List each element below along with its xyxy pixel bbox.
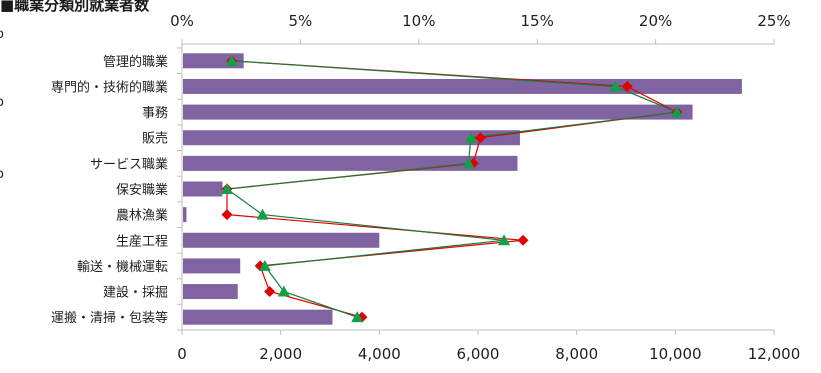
- diamond-marker: [517, 234, 529, 246]
- category-label: 農林漁業: [116, 208, 168, 224]
- x-bottom-tick-label: 2,000: [259, 345, 302, 363]
- bar: [183, 130, 520, 146]
- x-top-tick-label: 25%: [757, 12, 790, 30]
- triangle-marker: [256, 208, 269, 220]
- x-bottom-tick-label: 10,000: [649, 345, 702, 363]
- category-label: 販売: [142, 131, 168, 147]
- bar: [183, 207, 187, 223]
- triangle-marker: [351, 311, 364, 323]
- category-label: サービス職業: [90, 156, 168, 172]
- triangle-marker: [220, 183, 233, 194]
- category-label: 事務: [142, 106, 168, 121]
- category-label: 専門的・技術的職業: [51, 79, 168, 95]
- x-top-tick-label: 10%: [402, 12, 435, 30]
- bar: [183, 232, 380, 248]
- left-edge-mark: o: [0, 27, 4, 42]
- triangle-marker: [670, 106, 683, 118]
- left-edge-mark: o: [0, 167, 4, 182]
- triangle-series-line: [225, 60, 680, 318]
- x-bottom-tick-label: 12,000: [748, 345, 801, 363]
- x-top-tick-label: 5%: [289, 12, 313, 30]
- bar: [183, 284, 238, 300]
- triangle-marker: [277, 285, 290, 297]
- category-label: 輸送・機械運転: [77, 260, 168, 275]
- bar: [183, 104, 693, 120]
- bar: [183, 309, 333, 325]
- x-bottom-tick-label: 8,000: [555, 345, 598, 363]
- diamond-marker: [474, 132, 486, 144]
- triangle-marker: [258, 259, 271, 271]
- category-label: 運搬・清掃・包装等: [51, 310, 168, 326]
- category-label: 生産工程: [116, 233, 168, 249]
- triangle-marker: [464, 131, 477, 143]
- bar: [183, 258, 241, 274]
- category-label: 管理的職業: [103, 54, 168, 70]
- triangle-marker: [609, 80, 622, 92]
- left-edge-mark: o: [0, 95, 4, 110]
- diamond-marker: [621, 80, 633, 92]
- x-top-tick-label: 0%: [170, 12, 194, 30]
- diamond-marker: [264, 286, 276, 298]
- x-bottom-tick-label: 6,000: [457, 345, 500, 363]
- bar: [183, 181, 223, 197]
- x-bottom-tick-label: 0: [177, 345, 187, 363]
- category-label: 建設・採掘: [103, 285, 168, 301]
- triangle-marker: [462, 157, 475, 169]
- x-top-tick-label: 20%: [639, 12, 672, 30]
- chart-title: ■職業分類別就業者数: [0, 0, 150, 14]
- x-bottom-tick-label: 4,000: [358, 345, 401, 363]
- triangle-marker: [225, 54, 238, 66]
- category-label: 保安職業: [116, 182, 168, 198]
- bar: [183, 78, 742, 94]
- diamond-marker: [221, 209, 233, 221]
- triangle-marker: [498, 234, 511, 246]
- x-top-tick-label: 15%: [521, 12, 554, 30]
- diamond-series-line: [226, 60, 679, 318]
